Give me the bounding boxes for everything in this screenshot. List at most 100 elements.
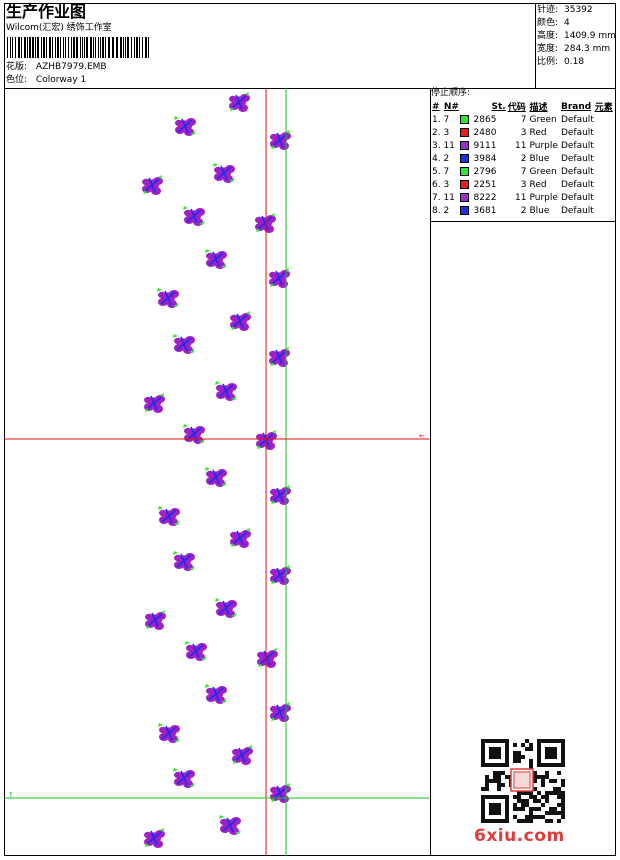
colorway-label: 色位: [6, 75, 28, 85]
brand-cell: Default [560, 166, 594, 177]
legend-divider [430, 88, 431, 856]
flower-motif [255, 213, 276, 233]
stat-value: 1409.9 mm [564, 31, 616, 41]
stitch-count: 8222 [473, 192, 497, 203]
guide-marker: ↑ [8, 791, 14, 799]
color-swatch [460, 153, 469, 163]
desc-cell: Blue [529, 153, 550, 164]
color-swatch [460, 205, 469, 215]
flower-motif [205, 684, 227, 704]
brand-cell: Default [560, 140, 594, 151]
flower-motif [183, 206, 205, 226]
flower-motif [215, 598, 237, 618]
colorway-name: Colorway 1 [35, 75, 87, 85]
header-divider [4, 88, 616, 89]
brand-cell: Default [560, 153, 594, 164]
legend-row: 2. 3 2480 3 Red Default [432, 126, 615, 139]
code-cell: 3 [520, 127, 527, 138]
order-cell: 5. 7 [432, 165, 472, 178]
guide-marker: ← [419, 432, 425, 440]
stats-panel: 针迹: 35392 颜色: 4 高度: 1409.9 mm 宽度: 284.3 mm 比… [537, 4, 616, 69]
code-cell: 11 [515, 192, 527, 203]
flower-motif [270, 130, 291, 150]
order-cell: 3. 11 [432, 139, 472, 152]
stitch-count: 2480 [473, 127, 497, 138]
flower-motif [158, 723, 180, 743]
code-cell: 2 [520, 153, 527, 164]
stat-row: 比例: 0.18 [537, 56, 616, 69]
flower-motif [270, 783, 291, 803]
brand-cell: Default [560, 192, 594, 203]
code-cell: 11 [515, 140, 527, 151]
design-label: 花版: [6, 62, 28, 72]
stat-row: 宽度: 284.3 mm [537, 43, 616, 56]
stat-label: 宽度: [537, 44, 559, 54]
legend-table: # N# St. 代码 描述 Brand 元素 1. 7 2865 7 Green De… [432, 100, 615, 217]
stat-label: 颜色: [537, 18, 559, 28]
flower-motif [144, 393, 165, 413]
flower-motif [270, 485, 291, 505]
flower-motif [257, 648, 278, 668]
element-cell [595, 113, 615, 126]
qr-code [481, 739, 565, 823]
legend-title: 停止顺序: [431, 88, 471, 98]
flower-motif [144, 828, 165, 848]
flower-motif [145, 610, 166, 630]
stat-value: 35392 [564, 5, 593, 15]
stitch-count: 2796 [473, 166, 497, 177]
flower-motif [205, 249, 227, 269]
stat-value: 0.18 [564, 57, 585, 67]
stat-row: 颜色: 4 [537, 17, 616, 30]
stitch-count: 3681 [473, 205, 497, 216]
watermark-logo: 6xiu.com [474, 826, 565, 846]
desc-cell: Red [529, 179, 547, 190]
brand-cell: Default [560, 205, 594, 216]
flower-motif [158, 506, 180, 526]
element-cell [595, 178, 615, 191]
color-swatch [460, 166, 469, 176]
stats-divider [535, 3, 536, 89]
legend-row: 6. 3 2251 3 Red Default [432, 178, 615, 191]
order-cell: 4. 2 [432, 152, 472, 165]
color-swatch [460, 114, 469, 124]
design-name: AZHB7979.EMB [35, 62, 107, 72]
flower-motif [270, 565, 291, 585]
flower-motif [230, 311, 251, 331]
brand-cell: Default [560, 114, 594, 125]
color-swatch [460, 192, 469, 202]
element-cell [595, 126, 615, 139]
order-cell: 7. 11 [432, 191, 472, 204]
flower-motif [185, 641, 207, 661]
stitch-count: 2865 [473, 114, 497, 125]
flower-motif [173, 768, 195, 788]
flower-motif [213, 163, 235, 183]
stitch-count: 2251 [473, 179, 497, 190]
brand-cell: Default [560, 127, 594, 138]
col-header: # [432, 101, 440, 112]
embroidery-design-preview: ← ↑ [4, 88, 430, 856]
stitch-count: 3984 [473, 153, 497, 164]
col-header: Brand [560, 101, 592, 112]
color-swatch [460, 127, 469, 137]
stat-row: 高度: 1409.9 mm [537, 30, 616, 43]
company-name: Wilcom(汇宏) 绣饰工作室 [6, 23, 112, 33]
stat-value: 284.3 mm [564, 44, 611, 54]
colorway-row: 色位: Colorway 1 [6, 75, 86, 86]
element-cell [595, 152, 615, 165]
flower-motif [142, 175, 163, 195]
color-swatch [460, 179, 469, 189]
barcode [7, 37, 149, 58]
design-row: 花版: AZHB7979.EMB [6, 62, 107, 73]
col-header: 代码 [507, 103, 526, 113]
code-cell: 2 [520, 205, 527, 216]
flower-motif [219, 815, 241, 835]
flower-motif [173, 551, 195, 571]
stat-row: 针迹: 35392 [537, 4, 616, 17]
flower-motif [269, 347, 290, 367]
flower-motif [157, 288, 179, 308]
legend-bottom-divider [430, 221, 616, 222]
legend-row: 3. 11 9111 11 Purple Default [432, 139, 615, 152]
stat-value: 4 [564, 18, 570, 28]
col-header: N# [443, 101, 459, 112]
desc-cell: Green [529, 114, 557, 125]
